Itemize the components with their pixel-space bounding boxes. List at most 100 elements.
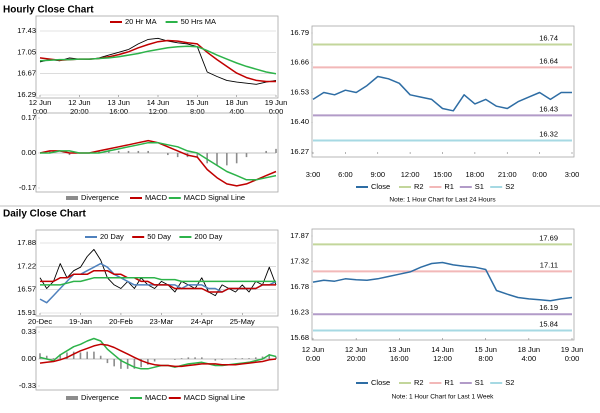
x-tick-label: 25-May [230,317,255,326]
x-tick-label-line: 0:00 [269,107,284,116]
x-tick-label-line: 19 Jun [561,345,584,354]
divergence-bar [133,359,136,369]
y-tick-label: 15.68 [290,333,309,342]
divergence-bar [98,150,100,153]
x-tick-label-line: 13 Jun [388,345,411,354]
level-label: 16.43 [539,104,558,113]
legend-swatch [66,196,78,200]
divergence-bar [68,153,71,156]
y-tick-label: 17.87 [290,231,309,240]
series-line [312,75,572,112]
x-tick-label: 15:00 [433,170,452,179]
level-label: 16.32 [539,130,558,139]
x-tick-label: 21:00 [498,170,517,179]
divergence-bar [99,355,102,359]
x-tick-label: 12 Jun 0:00 [302,345,325,363]
divergence-bar [196,153,199,158]
legend-label: MACD Signal Line [184,193,245,202]
y-tick-label: 17.88 [17,238,36,247]
divergence-bar [66,352,68,359]
x-tick-label: 9:00 [370,170,385,179]
divergence-bar [137,150,140,153]
y-tick-label: -0.17 [19,183,36,192]
x-tick-label-line: 14 Jun [147,98,170,107]
panel-border [35,326,279,391]
divergence-bar [45,355,48,359]
x-tick-label: 12 Jun 20:00 [68,98,91,116]
divergence-bar [120,359,122,369]
divergence-bar [127,150,130,153]
x-tick-label: 18 Jun 4:00 [225,98,248,116]
divergence-bar [214,359,217,361]
x-tick-label: 19-Jan [69,317,92,326]
divergence-bar [39,353,41,359]
x-tick-label: 19 Jun 0:00 [561,345,584,363]
chart-note: Note: 1 Hour Chart for Last 24 Hours [389,197,496,204]
panel-border [35,112,279,193]
x-tick-label-line: 15 Jun [186,98,209,107]
divergence-bar [235,153,238,164]
legend-label: Divergence [81,393,119,402]
series-line [39,343,277,368]
x-tick-label-line: 18 Jun [225,98,248,107]
divergence-bar [174,359,176,360]
legend-label: S2 [505,182,514,191]
panel-border [311,25,575,158]
divergence-bar [52,358,55,359]
y-tick-label: -0.33 [19,381,36,390]
x-tick-label: 6:00 [338,170,353,179]
x-tick-label-line: 8:00 [478,354,493,363]
divergence-bar [187,357,190,359]
series-line [312,261,573,302]
x-tick-label: 24-Apr [191,317,214,326]
legend-label: 20 Day [100,232,124,241]
divergence-bar [108,150,110,153]
y-tick-label: 17.22 [17,261,36,270]
divergence-bar [254,357,257,359]
divergence-bar [79,352,82,359]
x-tick-label: 23-Mar [149,317,173,326]
series-line [39,337,277,370]
x-tick-label: 13 Jun 16:00 [107,98,130,116]
x-tick-label-line: 4:00 [522,354,537,363]
x-tick-label-line: 20:00 [347,354,366,363]
y-tick-label: 16.29 [17,90,36,99]
divergence-bar [72,351,75,359]
x-tick-label-line: 13 Jun [107,98,130,107]
divergence-bar [268,354,271,359]
x-tick-label: 20-Dec [28,317,52,326]
divergence-bar [176,153,179,158]
divergence-bar [113,359,115,367]
x-tick-label-line: 0:00 [33,107,48,116]
legend-label: MACD [145,193,168,202]
y-tick-label: 16.78 [290,282,309,291]
divergence-bar [147,150,149,153]
legend-label: 50 Day [147,232,171,241]
x-tick-label-line: 12:00 [149,107,168,116]
x-tick-label-line: 20:00 [70,107,89,116]
legend-label: S1 [475,378,484,387]
level-label: 15.84 [539,320,558,329]
divergence-bar [117,150,120,153]
panel-border [35,15,279,99]
level-label: 16.74 [539,33,558,42]
level-label: 16.19 [539,303,558,312]
legend-label: R2 [414,378,424,387]
x-tick-label: 3:00 [306,170,321,179]
x-tick-label: 15 Jun 8:00 [186,98,209,116]
level-label: 17.11 [540,260,558,269]
x-tick-label-line: 8:00 [190,107,205,116]
divergence-bar [275,356,277,359]
legend-label: Close [371,378,390,387]
x-tick-label-line: 14 Jun [431,345,454,354]
x-tick-label: 14 Jun 12:00 [147,98,170,116]
divergence-bar [180,358,183,359]
x-tick-label-line: 15 Jun [474,345,497,354]
level-label: 17.69 [539,233,558,242]
y-tick-label: 0.00 [21,354,36,363]
y-tick-label: 0.33 [21,327,36,336]
legend-label: MACD Signal Line [184,393,245,402]
divergence-bar [140,359,142,368]
